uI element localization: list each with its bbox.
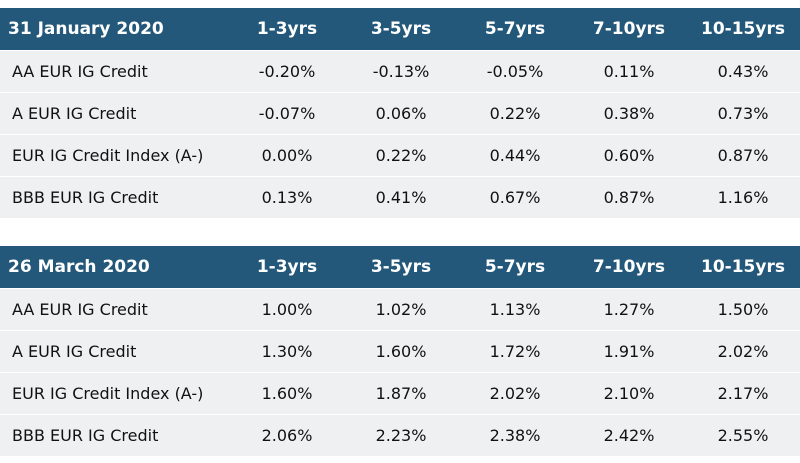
cell-value: 1.60%	[230, 372, 344, 414]
cell-value: 0.11%	[572, 50, 686, 92]
cell-value: -0.05%	[458, 50, 572, 92]
table-26-march-2020: 26 March 2020 1-3yrs 3-5yrs 5-7yrs 7-10y…	[0, 246, 800, 456]
table-header-row: 26 March 2020 1-3yrs 3-5yrs 5-7yrs 7-10y…	[0, 246, 800, 288]
cell-value: 1.50%	[686, 288, 800, 330]
cell-value: 0.87%	[572, 176, 686, 218]
cell-value: 2.55%	[686, 414, 800, 456]
cell-value: 1.16%	[686, 176, 800, 218]
table-date-title: 31 January 2020	[8, 19, 164, 39]
table-row: A EUR IG Credit -0.07% 0.06% 0.22% 0.38%…	[0, 92, 800, 134]
cell-value: 1.87%	[344, 372, 458, 414]
cell-value: 2.10%	[572, 372, 686, 414]
table-row: A EUR IG Credit 1.30% 1.60% 1.72% 1.91% …	[0, 330, 800, 372]
table-row: EUR IG Credit Index (A-) 1.60% 1.87% 2.0…	[0, 372, 800, 414]
row-label: A EUR IG Credit	[0, 92, 230, 134]
cell-value: 0.67%	[458, 176, 572, 218]
table-date-title: 26 March 2020	[8, 257, 150, 277]
cell-value: 0.38%	[572, 92, 686, 134]
table-row: EUR IG Credit Index (A-) 0.00% 0.22% 0.4…	[0, 134, 800, 176]
cell-value: 0.73%	[686, 92, 800, 134]
cell-value: 0.22%	[344, 134, 458, 176]
table-header-row: 31 January 2020 1-3yrs 3-5yrs 5-7yrs 7-1…	[0, 8, 800, 50]
cell-value: 2.38%	[458, 414, 572, 456]
row-label: A EUR IG Credit	[0, 330, 230, 372]
cell-value: 1.02%	[344, 288, 458, 330]
column-header: 3-5yrs	[370, 19, 432, 39]
row-label: AA EUR IG Credit	[0, 288, 230, 330]
cell-value: 1.30%	[230, 330, 344, 372]
column-header: 10-15yrs	[701, 19, 785, 39]
cell-value: 0.00%	[230, 134, 344, 176]
cell-value: 2.17%	[686, 372, 800, 414]
column-header: 5-7yrs	[484, 257, 546, 277]
cell-value: 0.13%	[230, 176, 344, 218]
cell-value: 2.02%	[686, 330, 800, 372]
cell-value: 1.13%	[458, 288, 572, 330]
cell-value: 2.23%	[344, 414, 458, 456]
cell-value: 0.22%	[458, 92, 572, 134]
cell-value: 2.02%	[458, 372, 572, 414]
row-label: BBB EUR IG Credit	[0, 414, 230, 456]
cell-value: 0.60%	[572, 134, 686, 176]
cell-value: 1.60%	[344, 330, 458, 372]
cell-value: 0.41%	[344, 176, 458, 218]
cell-value: 2.06%	[230, 414, 344, 456]
cell-value: 0.43%	[686, 50, 800, 92]
column-header: 7-10yrs	[592, 19, 666, 39]
cell-value: 0.06%	[344, 92, 458, 134]
table-row: BBB EUR IG Credit 0.13% 0.41% 0.67% 0.87…	[0, 176, 800, 218]
cell-value: 1.00%	[230, 288, 344, 330]
column-header: 3-5yrs	[370, 257, 432, 277]
cell-value: -0.20%	[230, 50, 344, 92]
cell-value: 0.44%	[458, 134, 572, 176]
table-31-january-2020: 31 January 2020 1-3yrs 3-5yrs 5-7yrs 7-1…	[0, 8, 800, 218]
column-header: 10-15yrs	[701, 257, 785, 277]
row-label: AA EUR IG Credit	[0, 50, 230, 92]
cell-value: 1.27%	[572, 288, 686, 330]
row-label: EUR IG Credit Index (A-)	[0, 134, 230, 176]
cell-value: -0.13%	[344, 50, 458, 92]
column-header: 7-10yrs	[592, 257, 666, 277]
table-row: AA EUR IG Credit 1.00% 1.02% 1.13% 1.27%…	[0, 288, 800, 330]
table-row: AA EUR IG Credit -0.20% -0.13% -0.05% 0.…	[0, 50, 800, 92]
cell-value: -0.07%	[230, 92, 344, 134]
column-header: 1-3yrs	[256, 19, 318, 39]
cell-value: 2.42%	[572, 414, 686, 456]
table-row: BBB EUR IG Credit 2.06% 2.23% 2.38% 2.42…	[0, 414, 800, 456]
cell-value: 0.87%	[686, 134, 800, 176]
cell-value: 1.72%	[458, 330, 572, 372]
column-header: 5-7yrs	[484, 19, 546, 39]
row-label: EUR IG Credit Index (A-)	[0, 372, 230, 414]
cell-value: 1.91%	[572, 330, 686, 372]
column-header: 1-3yrs	[256, 257, 318, 277]
row-label: BBB EUR IG Credit	[0, 176, 230, 218]
